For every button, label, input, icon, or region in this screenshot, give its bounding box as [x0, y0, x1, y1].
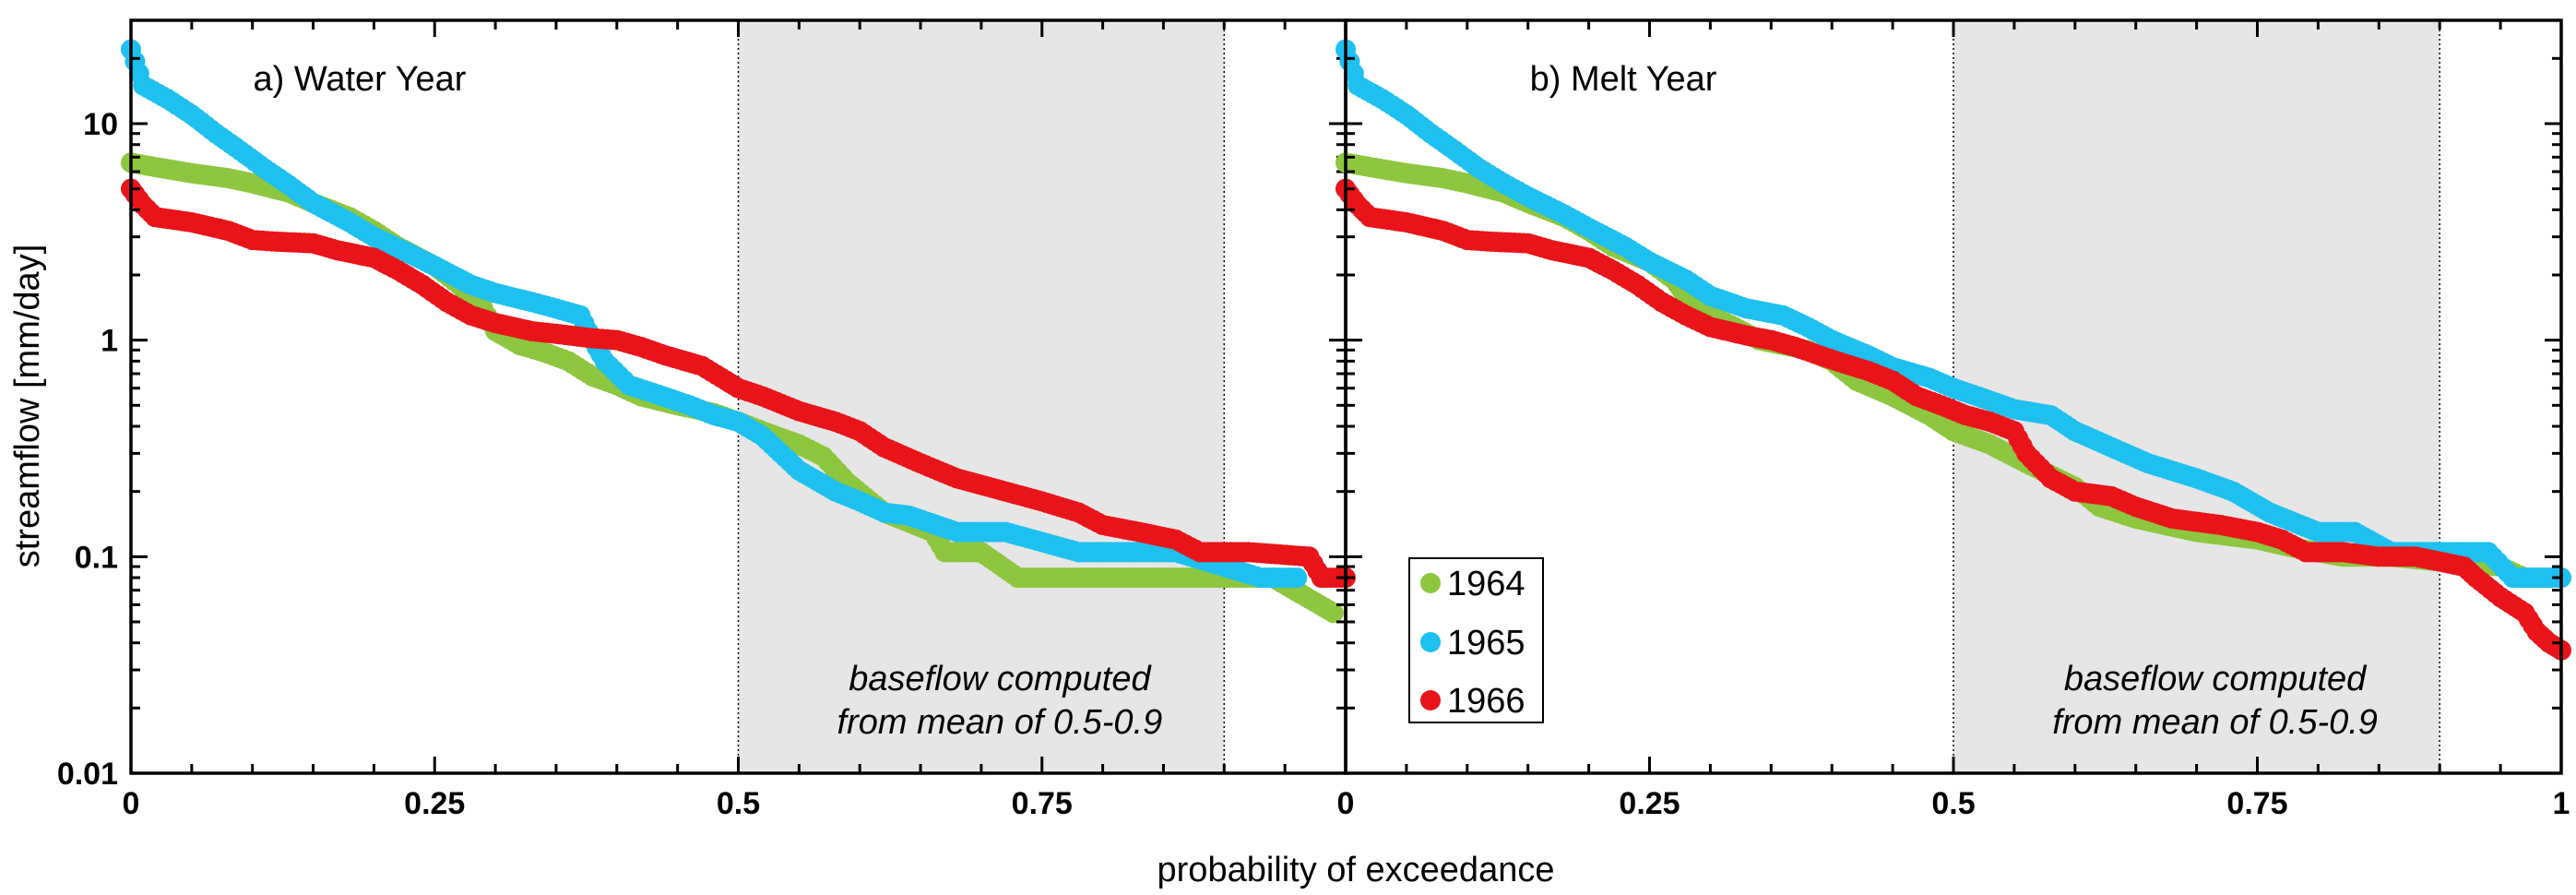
x-tick-label: 1 [2553, 786, 2570, 821]
baseflow-note-line: from mean of 0.5-0.9 [2052, 703, 2378, 742]
series-1966 [1335, 178, 2571, 661]
data-point [1323, 603, 1344, 624]
series-1965 [1335, 39, 2571, 589]
data-point [1287, 567, 1308, 589]
legend-marker-1966 [1420, 690, 1441, 710]
panel-melt-year: baseflow computed from mean of 0.5-0.9 b) … [1335, 18, 2571, 821]
y-tick-label: 1 [101, 324, 118, 359]
panel-title: b) Melt Year [1530, 60, 1717, 99]
x-tick-label: 0.5 [1931, 786, 1975, 821]
y-tick-label: 10 [83, 107, 118, 142]
legend-label-1964: 1964 [1447, 565, 1525, 603]
baseflow-note-line: baseflow computed [2064, 660, 2368, 698]
legend-marker-1964 [1420, 573, 1441, 593]
legend-label-1965: 1965 [1447, 624, 1525, 662]
panel-water-year: baseflow computed from mean of 0.5-0.9 a) … [57, 18, 1356, 821]
baseflow-note-line: baseflow computed [849, 660, 1152, 698]
x-tick-label: 0 [123, 786, 140, 821]
legend: 1964 1965 1966 [1408, 557, 1544, 723]
x-tick-label: 0.25 [1619, 786, 1680, 821]
x-tick-label: 0.25 [404, 786, 465, 821]
series-1966 [121, 178, 1356, 589]
x-axis-title: probability of exceedance [1157, 851, 1555, 889]
y-axis-title: streamflow [mm/day] [8, 245, 47, 568]
y-tick-label: 0.1 [75, 540, 118, 575]
x-tick-label: 0 [1337, 786, 1355, 821]
baseflow-shaded-region [738, 20, 1225, 773]
legend-marker-1965 [1420, 632, 1441, 652]
baseflow-shaded-region [1953, 20, 2440, 773]
baseflow-note-line: from mean of 0.5-0.9 [837, 703, 1163, 742]
panel-title: a) Water Year [254, 60, 467, 99]
x-tick-label: 0.5 [717, 786, 760, 821]
x-tick-label: 0.75 [1012, 786, 1073, 821]
legend-label-1966: 1966 [1447, 682, 1525, 721]
x-tick-label: 0.75 [2226, 786, 2287, 821]
series-1965 [121, 39, 1308, 589]
y-tick-label: 0.01 [57, 757, 118, 792]
